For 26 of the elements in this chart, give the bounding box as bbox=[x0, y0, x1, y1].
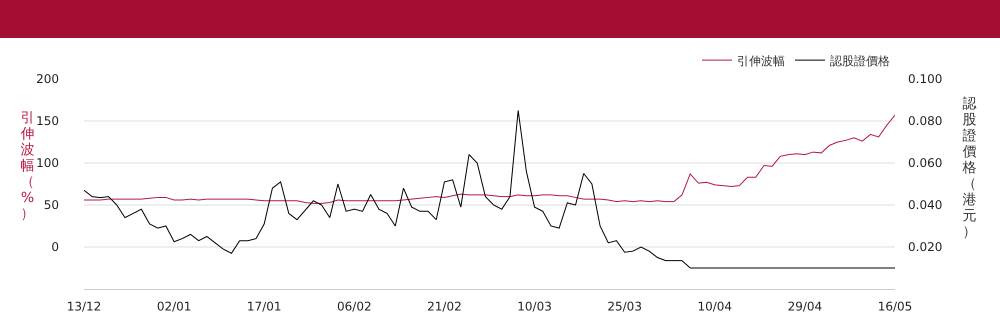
text: 認股證價格（港元） bbox=[962, 96, 976, 240]
y-tick-label: 0 bbox=[51, 240, 59, 254]
y2-tick-label: 0.060 bbox=[908, 156, 942, 170]
y2-tick-label: 0.100 bbox=[908, 72, 942, 86]
y-tick-label: 200 bbox=[36, 72, 59, 86]
y-axis-title: 引伸波幅（%） bbox=[20, 110, 35, 222]
y2-tick-label: 0.020 bbox=[908, 240, 942, 254]
y2-tick-label: 0.080 bbox=[908, 114, 942, 128]
x-tick-label: 06/02 bbox=[337, 299, 372, 314]
y-tick-label: 150 bbox=[36, 114, 59, 128]
x-tick-label: 29/04 bbox=[788, 299, 822, 314]
y-tick-label: 50 bbox=[44, 198, 59, 212]
line-series bbox=[84, 114, 895, 204]
legend-label: 認股證價格 bbox=[830, 54, 890, 68]
x-tick-label: 02/01 bbox=[156, 299, 192, 314]
legend-label: 引伸波幅 bbox=[737, 54, 785, 68]
x-tick-label: 10/03 bbox=[517, 299, 552, 314]
x-tick-label: 21/02 bbox=[427, 299, 462, 314]
x-tick-label: 17/01 bbox=[246, 299, 282, 314]
y2-tick-label: 0.040 bbox=[908, 198, 942, 212]
y-tick-label: 100 bbox=[36, 156, 59, 170]
x-tick-label: 25/03 bbox=[607, 299, 642, 314]
x-tick-label: 16/05 bbox=[878, 299, 912, 314]
x-tick-label: 10/04 bbox=[697, 299, 732, 314]
x-tick-label: 13/12 bbox=[66, 299, 102, 314]
line-series bbox=[84, 110, 895, 268]
